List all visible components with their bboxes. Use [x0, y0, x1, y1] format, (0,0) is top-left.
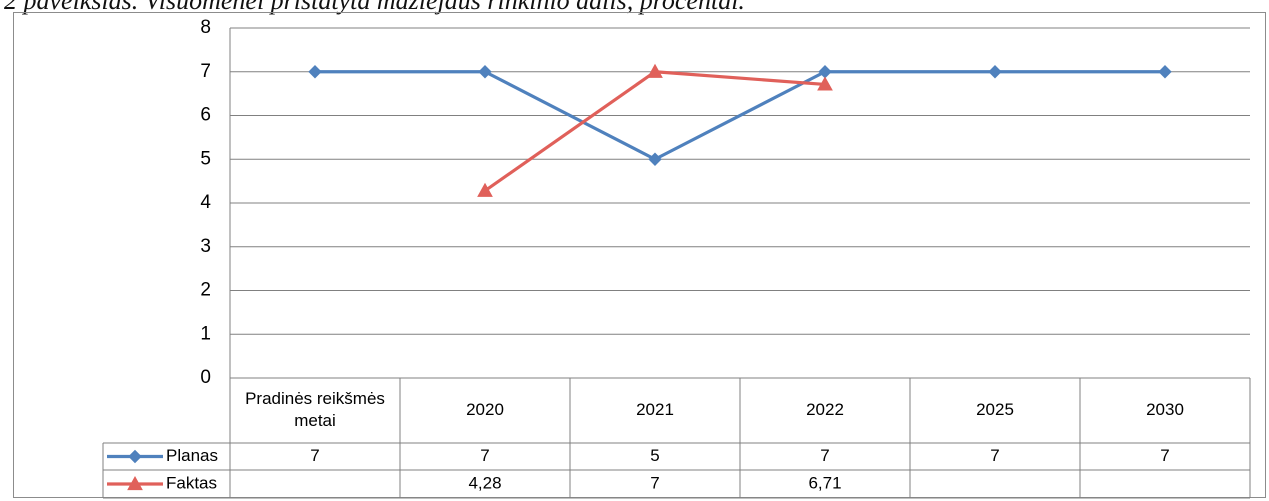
category-label: 2021	[636, 400, 674, 419]
legend-label-faktas: Faktas	[166, 473, 217, 492]
data-point-planas	[648, 152, 662, 166]
y-tick-label: 4	[200, 192, 211, 213]
data-point-faktas	[647, 63, 663, 78]
y-tick-label: 5	[200, 148, 211, 169]
data-point-planas	[128, 449, 142, 464]
data-point-faktas	[477, 182, 493, 197]
legend-label-planas: Planas	[166, 446, 218, 465]
table-value-planas: 7	[820, 446, 829, 465]
category-label: metai	[294, 411, 336, 430]
table-value-planas: 7	[1160, 446, 1169, 465]
data-point-planas	[478, 65, 492, 79]
category-label: 2022	[806, 400, 844, 419]
y-tick-label: 7	[200, 61, 211, 82]
table-value-planas: 5	[650, 446, 659, 465]
table-value-planas: 7	[990, 446, 999, 465]
category-label: 2025	[976, 400, 1014, 419]
table-value-faktas: 4,28	[468, 473, 501, 492]
y-tick-label: 2	[200, 280, 211, 301]
y-tick-label: 0	[200, 367, 211, 388]
data-point-planas	[818, 65, 832, 79]
data-point-faktas	[127, 475, 143, 491]
category-label: 2030	[1146, 400, 1184, 419]
table-value-faktas: 6,71	[808, 473, 841, 492]
category-label: 2020	[466, 400, 504, 419]
figure-caption: 2 paveikslas. Visuomenei pristatyta maži…	[4, 0, 745, 15]
data-point-planas	[1158, 65, 1172, 79]
series-line-faktas	[484, 70, 826, 193]
table-value-planas: 7	[310, 446, 319, 465]
data-point-planas	[988, 65, 1002, 79]
series-line-planas	[315, 70, 1165, 161]
data-point-faktas	[817, 76, 833, 91]
y-tick-label: 1	[200, 323, 211, 344]
data-point-planas	[308, 65, 322, 79]
category-label: Pradinės reikšmės	[245, 389, 385, 408]
y-tick-label: 3	[200, 236, 211, 257]
table-value-faktas: 7	[650, 473, 659, 492]
y-tick-label: 8	[200, 17, 211, 38]
table-value-planas: 7	[480, 446, 489, 465]
y-tick-label: 6	[200, 105, 211, 126]
